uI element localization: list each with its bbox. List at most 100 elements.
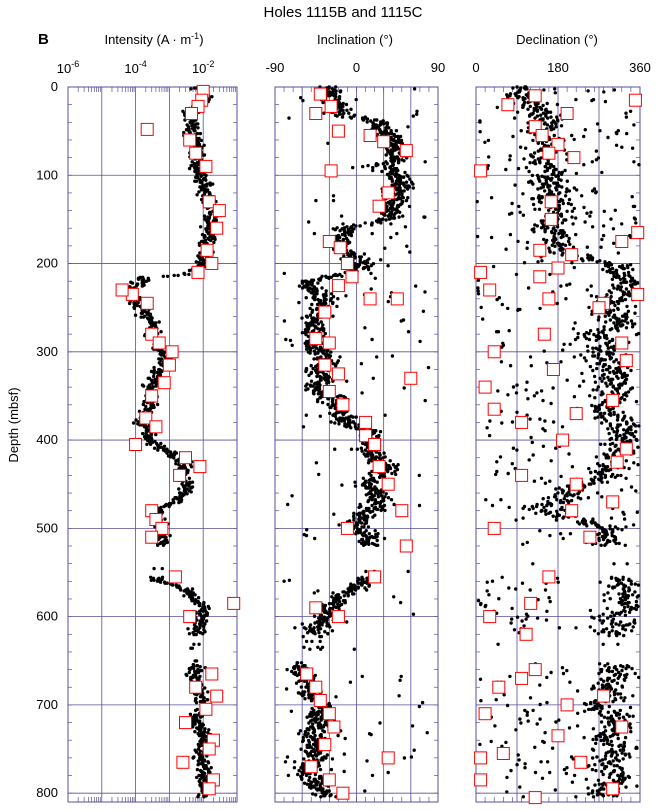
data-point: [312, 349, 317, 353]
data-point: [598, 412, 602, 416]
x-tick-label-exponent: -4: [139, 59, 147, 69]
data-point: [554, 174, 558, 178]
data-point: [619, 285, 623, 289]
data-point: [540, 259, 544, 263]
data-point: [172, 500, 176, 505]
data-point: [322, 730, 327, 734]
data-point: [337, 604, 341, 609]
data-point: [313, 750, 317, 754]
data-point: [319, 758, 323, 762]
data-point: [624, 287, 629, 291]
data-point: [155, 402, 160, 407]
sample-marker: [322, 336, 336, 350]
data-point: [591, 388, 595, 392]
data-point: [398, 678, 402, 682]
data-point: [376, 495, 381, 499]
data-point: [189, 490, 193, 494]
data-point: [476, 286, 480, 290]
data-point: [305, 315, 310, 319]
sample-marker: [189, 146, 203, 160]
data-point: [601, 267, 605, 272]
sample-marker: [372, 199, 386, 213]
data-point: [367, 478, 371, 482]
data-point: [347, 111, 351, 115]
data-point: [623, 374, 627, 379]
data-point: [563, 243, 568, 247]
data-point: [190, 124, 194, 128]
data-point: [547, 137, 552, 142]
data-point: [312, 591, 316, 595]
data-point: [295, 673, 299, 678]
data-point: [307, 740, 311, 745]
data-point: [312, 231, 317, 236]
data-point: [342, 594, 346, 598]
data-point: [361, 118, 366, 122]
data-point: [620, 145, 624, 149]
data-point: [316, 281, 320, 285]
data-point: [616, 415, 620, 419]
data-point: [533, 116, 537, 120]
data-point: [623, 381, 628, 385]
sample-marker: [322, 707, 336, 721]
data-point: [629, 279, 633, 283]
sample-marker: [202, 782, 216, 796]
data-point: [396, 161, 401, 165]
data-point: [552, 133, 556, 138]
data-point: [582, 134, 586, 139]
data-point: [310, 302, 314, 307]
sample-marker: [331, 367, 345, 381]
data-point: [518, 210, 522, 214]
data-point: [529, 364, 533, 368]
data-point: [371, 165, 375, 170]
data-point: [475, 199, 479, 204]
data-point: [556, 192, 561, 196]
y-tick-label: 300: [36, 344, 58, 359]
data-point: [187, 268, 192, 273]
data-point: [323, 610, 327, 614]
data-point: [130, 281, 135, 285]
data-point: [511, 134, 515, 139]
data-point: [399, 319, 403, 323]
data-point: [521, 105, 525, 110]
data-point: [314, 720, 318, 724]
data-point: [515, 410, 519, 414]
data-point: [547, 208, 551, 212]
data-point: [300, 331, 305, 335]
x-tick-label: 10-2: [192, 59, 214, 76]
data-point: [624, 115, 629, 119]
data-point: [337, 422, 341, 426]
data-point: [371, 515, 375, 519]
data-point: [353, 422, 357, 426]
data-point: [299, 747, 303, 751]
data-point: [365, 581, 369, 585]
data-point: [402, 159, 406, 163]
data-point: [539, 389, 544, 393]
sample-markers: [300, 87, 418, 800]
data-point: [555, 115, 559, 119]
data-point: [611, 271, 616, 276]
data-point: [580, 194, 584, 198]
data-point: [334, 695, 338, 699]
data-point: [629, 387, 633, 391]
data-point: [511, 385, 516, 389]
data-point: [362, 513, 366, 517]
data-point: [538, 306, 542, 311]
data-point: [134, 284, 139, 288]
data-point: [557, 203, 561, 208]
data-point: [548, 272, 552, 277]
data-point: [426, 365, 431, 370]
data-point: [198, 715, 203, 719]
data-point: [351, 165, 355, 170]
data-point: [375, 538, 379, 543]
data-point: [193, 722, 197, 726]
data-point: [367, 584, 371, 588]
data-point: [308, 775, 312, 780]
data-point: [328, 298, 333, 303]
data-point: [531, 197, 535, 201]
data-point: [394, 129, 399, 133]
intensity-axis-title-sup: -1: [191, 31, 199, 41]
data-point: [548, 110, 553, 114]
data-point: [299, 96, 303, 100]
data-point: [407, 204, 412, 209]
data-point: [340, 419, 344, 423]
